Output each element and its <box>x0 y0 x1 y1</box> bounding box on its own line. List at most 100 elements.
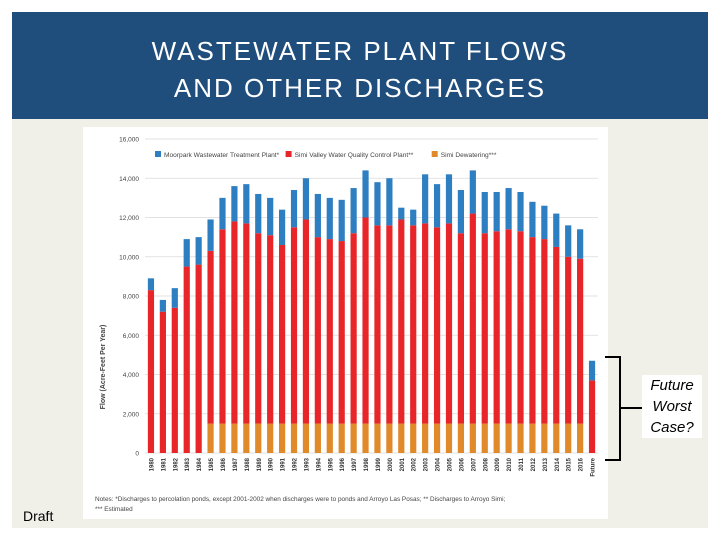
bar-segment <box>433 423 441 453</box>
x-tick-label: 2015 <box>567 457 573 471</box>
legend-swatch <box>285 151 292 157</box>
bar-segment <box>410 423 417 453</box>
bar-segment <box>302 219 310 424</box>
bars <box>147 170 596 453</box>
bar-segment <box>505 229 512 424</box>
bar-segment <box>541 205 548 240</box>
bar-segment <box>219 197 226 230</box>
bar-segment <box>207 423 214 453</box>
bar-segment <box>386 423 393 453</box>
bar-segment <box>505 423 512 453</box>
x-tick-label: 2004 <box>436 457 442 471</box>
x-tick-label: 1994 <box>316 457 322 471</box>
bar-segment <box>302 178 310 220</box>
bar-segment <box>267 235 274 424</box>
bar-segment <box>338 241 345 424</box>
bar-segment <box>207 219 214 251</box>
y-tick-label: 16,000 <box>119 137 139 144</box>
bar-segment <box>529 201 536 238</box>
bar-segment <box>267 423 274 453</box>
x-tick-label: 2002 <box>412 457 418 471</box>
x-tick-labels: 1980 1981 1982 1983 1984 1985 1986 1987 1988 1989… <box>149 457 596 476</box>
bar-segment <box>147 278 155 291</box>
bar-segment <box>469 213 476 424</box>
y-tick-label: 14,000 <box>119 176 139 183</box>
bar-segment <box>457 190 465 234</box>
bar-segment <box>588 380 596 453</box>
bar-segment <box>290 190 298 228</box>
bar-segment <box>362 423 369 453</box>
bar-segment <box>338 199 345 242</box>
callout-line-2: Worst <box>652 398 692 415</box>
bar-segment <box>517 191 524 232</box>
x-tick-label: 2003 <box>424 457 430 471</box>
bar-segment <box>529 237 536 424</box>
bar-segment <box>159 299 166 312</box>
bar-segment <box>231 186 238 222</box>
x-tick-label: 2008 <box>483 457 489 471</box>
bar-segment <box>398 219 405 424</box>
x-tick-label: 2012 <box>531 457 537 471</box>
bar-segment <box>267 197 274 236</box>
bar-segment <box>565 225 572 257</box>
bar-segment <box>457 233 465 424</box>
x-tick-label: 1996 <box>340 457 346 471</box>
bar-segment <box>290 227 298 424</box>
bar-segment <box>398 207 405 220</box>
bar-segment <box>278 423 286 453</box>
bar-segment <box>350 188 357 234</box>
bar-segment <box>290 423 298 453</box>
bar-segment <box>577 258 584 424</box>
bar-segment <box>445 174 453 224</box>
bar-segment <box>505 188 512 230</box>
bar-segment <box>541 423 548 453</box>
x-tick-label: 2013 <box>543 457 549 471</box>
bar-segment <box>302 423 310 453</box>
bar-segment <box>171 288 178 308</box>
x-tick-label: 1986 <box>221 457 227 471</box>
bar-segment <box>374 423 381 453</box>
x-tick-label: 1997 <box>352 457 358 471</box>
bar-segment <box>362 217 369 424</box>
bar-segment <box>481 233 488 424</box>
bar-segment <box>493 191 500 232</box>
y-tick-label: 6,000 <box>123 333 140 340</box>
bar-segment <box>433 227 441 424</box>
x-tick-label: 1989 <box>257 457 263 471</box>
x-tick-label: 2005 <box>447 457 453 471</box>
x-tick-label: 1993 <box>304 457 310 471</box>
x-tick-label: 2010 <box>507 457 513 471</box>
x-tick-label: 1987 <box>233 457 239 471</box>
x-tick-label: 1991 <box>281 457 287 471</box>
bar-segment <box>565 256 572 424</box>
x-tick-label: 1985 <box>209 457 215 471</box>
bar-segment <box>553 246 560 424</box>
y-tick-label: 4,000 <box>123 372 140 379</box>
bar-segment <box>255 423 262 453</box>
x-tick-label: Future <box>591 457 597 476</box>
bar-segment <box>338 423 345 453</box>
bar-segment <box>553 423 560 453</box>
y-tick-label: 2,000 <box>123 411 140 418</box>
bar-segment <box>195 264 202 453</box>
x-tick-label: 2001 <box>400 457 406 471</box>
bar-segment <box>362 170 369 218</box>
y-tick-label: 10,000 <box>119 254 139 261</box>
legend-swatch <box>155 151 161 157</box>
page-title-line-2: AND OTHER DISCHARGES <box>173 73 547 103</box>
bar-segment <box>183 239 190 267</box>
bar-segment <box>314 193 321 238</box>
legend: Moorpark Wastewater Treatment Plant* Simi… <box>155 151 497 159</box>
bar-segment <box>553 213 560 247</box>
callout-line-1: Future <box>650 377 694 394</box>
bar-segment <box>493 423 500 453</box>
bar-segment <box>577 229 584 259</box>
x-tick-label: 1999 <box>376 457 382 471</box>
bar-segment <box>278 244 286 424</box>
y-axis-label: Flow (Acre-Feet Per Year) <box>100 325 107 410</box>
legend-label: Simi Valley Water Quality Control Plant*… <box>295 152 414 159</box>
flow-chart: 0 2,000 4,000 6,000 8,000 10,000 12,000 14,000 1… <box>95 137 598 513</box>
bar-segment <box>207 250 214 424</box>
x-tick-label: 2011 <box>519 457 525 471</box>
